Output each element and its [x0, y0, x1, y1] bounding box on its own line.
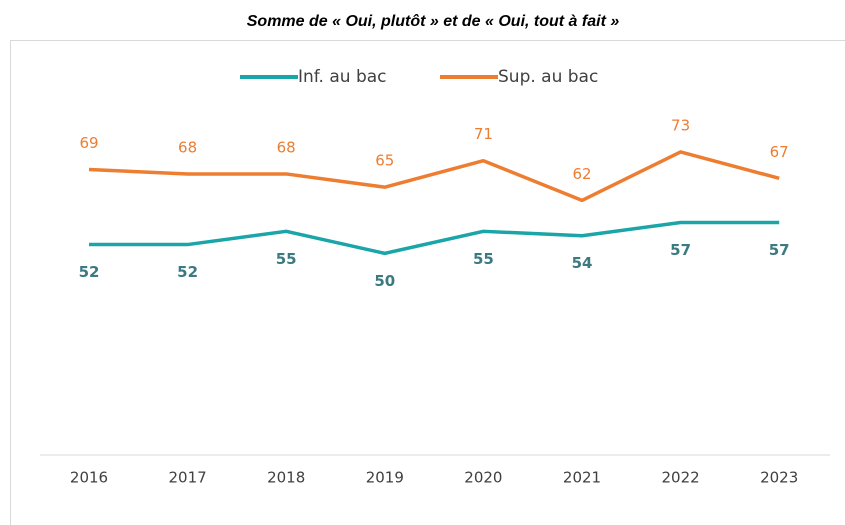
data-label: 71 [474, 125, 493, 143]
x-tick-label: 2021 [563, 469, 601, 487]
data-label: 73 [671, 116, 690, 134]
chart-frame [10, 40, 845, 525]
data-label: 69 [79, 134, 98, 152]
data-label: 55 [276, 250, 297, 268]
legend-label: Sup. au bac [498, 67, 598, 87]
data-label: 54 [572, 254, 593, 272]
data-label: 67 [770, 143, 789, 161]
data-label: 52 [79, 263, 100, 281]
data-label: 68 [178, 138, 197, 156]
x-tick-label: 2022 [662, 469, 700, 487]
series-line [88, 150, 780, 203]
chart-title: Somme de « Oui, plutôt » et de « Oui, to… [247, 13, 620, 30]
data-label: 65 [375, 152, 394, 170]
data-label: 52 [177, 263, 198, 281]
series-line [89, 220, 780, 256]
x-tick-label: 2016 [70, 469, 108, 487]
data-label: 62 [572, 165, 591, 183]
legend-label: Inf. au bac [298, 67, 387, 87]
x-tick-label: 2020 [464, 469, 502, 487]
x-tick-label: 2023 [760, 469, 798, 487]
data-label: 50 [374, 272, 395, 290]
data-label: 57 [769, 241, 790, 259]
x-tick-label: 2017 [169, 469, 207, 487]
x-tick-label: 2018 [267, 469, 305, 487]
data-label: 57 [670, 241, 691, 259]
data-label: 55 [473, 250, 494, 268]
data-label: 68 [277, 138, 296, 156]
x-tick-label: 2019 [366, 469, 404, 487]
